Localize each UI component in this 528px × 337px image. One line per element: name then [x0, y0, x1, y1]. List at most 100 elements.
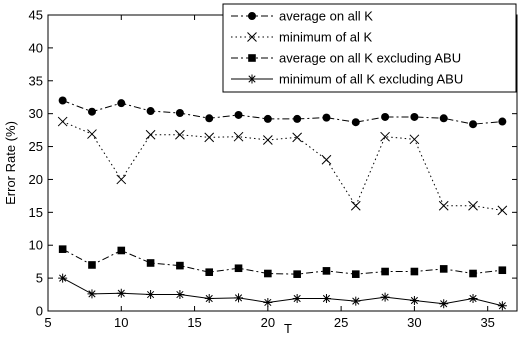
data-point	[87, 107, 96, 116]
data-point	[204, 132, 215, 143]
x-tick-label: 30	[407, 315, 421, 330]
data-point	[116, 288, 126, 298]
data-point	[497, 301, 507, 311]
data-point	[264, 269, 272, 278]
data-point	[439, 114, 448, 123]
legend: average on all K minimum of al K average o…	[222, 3, 517, 93]
data-point	[204, 294, 214, 304]
y-tick-label: 25	[29, 139, 43, 154]
series-line	[62, 248, 503, 275]
data-point	[117, 99, 126, 108]
legend-marker	[248, 54, 256, 62]
data-point	[410, 112, 419, 121]
data-point	[58, 273, 68, 283]
legend-label: minimum of al K	[279, 30, 373, 45]
series-1	[58, 96, 507, 129]
legend-entry: minimum of al K	[231, 30, 373, 45]
data-point	[234, 293, 244, 303]
x-tick-label: 35	[480, 315, 494, 330]
data-point	[87, 289, 97, 299]
y-tick-label: 40	[29, 40, 43, 55]
data-point	[57, 116, 68, 127]
data-point	[438, 200, 449, 211]
data-point	[497, 205, 508, 216]
data-point	[293, 270, 301, 278]
data-point	[263, 297, 273, 307]
legend-box	[222, 3, 517, 93]
series-4	[58, 273, 507, 311]
series-line	[62, 121, 503, 211]
y-tick-label: 35	[29, 73, 43, 88]
series-layer	[57, 96, 508, 311]
data-point	[146, 259, 155, 267]
x-axis-label: T	[284, 321, 292, 336]
data-point	[175, 129, 185, 140]
data-point	[293, 114, 302, 123]
x-tick-label: 15	[187, 315, 201, 330]
data-point	[351, 118, 360, 127]
data-point	[468, 200, 478, 211]
legend-entry: minimum of all K excluding ABU	[231, 72, 463, 87]
data-point	[498, 117, 507, 126]
data-point	[175, 290, 185, 300]
data-point	[380, 131, 390, 142]
data-point	[498, 266, 507, 275]
data-point	[439, 299, 449, 309]
legend-label: average on all K	[279, 9, 373, 24]
data-point	[58, 245, 67, 253]
data-point	[468, 294, 478, 304]
data-point	[409, 134, 420, 145]
data-point	[146, 290, 156, 300]
data-point	[175, 109, 184, 118]
data-point	[322, 113, 331, 122]
data-point	[321, 294, 331, 304]
legend-marker	[247, 32, 257, 42]
y-tick-label: 10	[29, 238, 43, 253]
legend-marker	[247, 74, 257, 84]
data-point	[381, 267, 389, 276]
data-point	[380, 292, 390, 302]
data-point	[351, 270, 360, 278]
y-tick-label: 0	[36, 304, 43, 319]
data-point	[409, 295, 419, 305]
y-axis-label: Error Rate (%)	[3, 121, 18, 205]
data-point	[145, 129, 156, 140]
data-point	[263, 114, 272, 123]
x-tick-label: 25	[334, 315, 348, 330]
y-tick-label: 5	[36, 271, 43, 286]
data-point	[58, 96, 67, 105]
data-point	[87, 129, 97, 139]
data-point	[351, 296, 361, 306]
x-tick-label: 5	[44, 315, 51, 330]
data-point	[176, 261, 184, 270]
data-point	[88, 261, 96, 269]
data-point	[469, 269, 477, 278]
x-tick-label: 20	[261, 315, 275, 330]
data-point	[116, 174, 127, 185]
legend-marker	[248, 12, 256, 20]
data-point	[350, 200, 361, 211]
data-point	[262, 135, 273, 145]
data-point	[292, 132, 303, 143]
data-point	[322, 267, 331, 275]
data-point	[469, 120, 478, 129]
data-point	[410, 267, 419, 276]
data-point	[146, 107, 155, 116]
y-tick-label: 45	[29, 8, 43, 23]
y-tick-label: 20	[29, 172, 43, 187]
data-point	[205, 268, 214, 276]
data-point	[233, 131, 244, 142]
series-line	[62, 277, 503, 307]
y-tick-label: 30	[29, 106, 43, 121]
data-point	[381, 112, 390, 121]
data-point	[439, 265, 448, 273]
series-2	[57, 116, 508, 216]
y-tick-label: 15	[29, 205, 43, 220]
legend-entry: average on all K	[231, 9, 373, 24]
data-point	[292, 294, 302, 304]
data-point	[234, 110, 243, 119]
x-tick-label: 10	[114, 315, 128, 330]
data-point	[234, 264, 243, 273]
series-line	[62, 100, 503, 125]
